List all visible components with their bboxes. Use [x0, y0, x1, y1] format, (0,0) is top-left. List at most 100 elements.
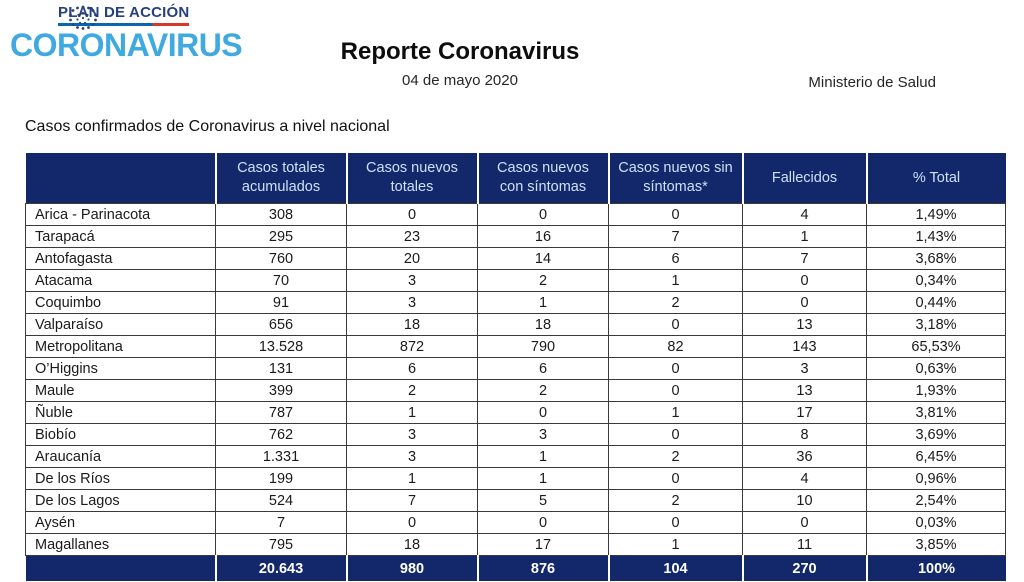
- region-cell: Aysén: [25, 511, 216, 534]
- value-cell: 11: [742, 533, 867, 556]
- total-value-cell: 20.643: [214, 555, 347, 581]
- value-cell: 0: [477, 511, 609, 534]
- table-row: Atacama 70 3 2 1 0 0,34%: [25, 269, 1006, 292]
- region-cell: Maule: [25, 379, 216, 402]
- table-header-row: Casos totales acumulados Casos nuevos tot…: [25, 153, 1006, 204]
- table-row: De los Lagos 524 7 5 2 10 2,54%: [25, 489, 1006, 512]
- column-header-region: [25, 153, 216, 204]
- table-row: De los Ríos 199 1 1 0 4 0,96%: [25, 467, 1006, 490]
- section-title: Casos confirmados de Coronavirus a nivel…: [25, 118, 390, 135]
- region-cell: Biobío: [25, 423, 216, 446]
- value-cell: 10: [742, 489, 867, 512]
- value-cell: 23: [346, 225, 478, 248]
- value-cell: 2: [346, 379, 478, 402]
- value-cell: 1: [608, 401, 743, 424]
- value-cell: 0,03%: [866, 511, 1006, 534]
- table-row: Arica - Parinacota 308 0 0 0 4 1,49%: [25, 203, 1006, 226]
- column-header: % Total: [865, 153, 1006, 204]
- value-cell: 1: [608, 269, 743, 292]
- value-cell: 17: [477, 533, 609, 556]
- value-cell: 14: [477, 247, 609, 270]
- plan-de-accion-logo: PLAN DE ACCIÓN CORONAVIRUS: [10, 4, 250, 61]
- column-header: Fallecidos: [741, 153, 867, 204]
- value-cell: 13.528: [215, 335, 347, 358]
- report-date: 04 de mayo 2020: [402, 72, 518, 89]
- value-cell: 3: [346, 291, 478, 314]
- value-cell: 3: [346, 445, 478, 468]
- table-total-row: 20.643 980 876 104 270 100%: [25, 555, 1006, 581]
- value-cell: 4: [742, 203, 867, 226]
- value-cell: 143: [742, 335, 867, 358]
- column-header: Casos nuevos sin síntomas*: [607, 153, 743, 204]
- table-row: Antofagasta 760 20 14 6 7 3,68%: [25, 247, 1006, 270]
- table-row: Maule 399 2 2 0 13 1,93%: [25, 379, 1006, 402]
- value-cell: 0: [742, 269, 867, 292]
- column-header: Casos totales acumulados: [214, 153, 347, 204]
- table-row: Tarapacá 295 23 16 7 1 1,43%: [25, 225, 1006, 248]
- total-value-cell: 100%: [865, 555, 1006, 581]
- value-cell: 16: [477, 225, 609, 248]
- value-cell: 3: [742, 357, 867, 380]
- value-cell: 872: [346, 335, 478, 358]
- table-row: Araucanía 1.331 3 1 2 36 6,45%: [25, 445, 1006, 468]
- value-cell: 7: [742, 247, 867, 270]
- value-cell: 6: [477, 357, 609, 380]
- value-cell: 790: [477, 335, 609, 358]
- value-cell: 2,54%: [866, 489, 1006, 512]
- value-cell: 1: [608, 533, 743, 556]
- value-cell: 6,45%: [866, 445, 1006, 468]
- value-cell: 36: [742, 445, 867, 468]
- value-cell: 199: [215, 467, 347, 490]
- column-header: Casos nuevos con síntomas: [476, 153, 609, 204]
- table-row: Aysén 7 0 0 0 0 0,03%: [25, 511, 1006, 534]
- table-row: Biobío 762 3 3 0 8 3,69%: [25, 423, 1006, 446]
- region-cell: Valparaíso: [25, 313, 216, 336]
- confirmed-cases-table: Casos totales acumulados Casos nuevos tot…: [25, 153, 1006, 581]
- value-cell: 131: [215, 357, 347, 380]
- value-cell: 2: [608, 445, 743, 468]
- value-cell: 524: [215, 489, 347, 512]
- value-cell: 0: [477, 401, 609, 424]
- value-cell: 1: [477, 445, 609, 468]
- confirmed-cases-table-wrapper: Casos totales acumulados Casos nuevos tot…: [25, 153, 1006, 581]
- total-value-cell: 980: [345, 555, 478, 581]
- value-cell: 1: [477, 467, 609, 490]
- coronavirus-icon: [69, 5, 97, 30]
- value-cell: 0: [742, 511, 867, 534]
- value-cell: 0: [346, 511, 478, 534]
- value-cell: 0,44%: [866, 291, 1006, 314]
- value-cell: 17: [742, 401, 867, 424]
- total-value-cell: 270: [741, 555, 867, 581]
- value-cell: 656: [215, 313, 347, 336]
- region-cell: Antofagasta: [25, 247, 216, 270]
- table-row: O’Higgins 131 6 6 0 3 0,63%: [25, 357, 1006, 380]
- value-cell: 0: [742, 291, 867, 314]
- value-cell: 0: [608, 357, 743, 380]
- value-cell: 399: [215, 379, 347, 402]
- value-cell: 2: [477, 379, 609, 402]
- value-cell: 82: [608, 335, 743, 358]
- value-cell: 1,43%: [866, 225, 1006, 248]
- value-cell: 5: [477, 489, 609, 512]
- value-cell: 3,69%: [866, 423, 1006, 446]
- value-cell: 0: [608, 423, 743, 446]
- value-cell: 795: [215, 533, 347, 556]
- region-cell: De los Lagos: [25, 489, 216, 512]
- value-cell: 1,49%: [866, 203, 1006, 226]
- value-cell: 20: [346, 247, 478, 270]
- value-cell: 8: [742, 423, 867, 446]
- table-row: Metropolitana 13.528 872 790 82 143 65,53%: [25, 335, 1006, 358]
- region-cell: O’Higgins: [25, 357, 216, 380]
- region-cell: De los Ríos: [25, 467, 216, 490]
- value-cell: 0: [608, 203, 743, 226]
- value-cell: 0,63%: [866, 357, 1006, 380]
- value-cell: 0: [608, 313, 743, 336]
- region-cell: Araucanía: [25, 445, 216, 468]
- value-cell: 308: [215, 203, 347, 226]
- value-cell: 4: [742, 467, 867, 490]
- value-cell: 7: [346, 489, 478, 512]
- page-title: Reporte Coronavirus: [340, 38, 580, 65]
- value-cell: 3: [346, 423, 478, 446]
- value-cell: 3,81%: [866, 401, 1006, 424]
- total-region-cell: [25, 555, 216, 581]
